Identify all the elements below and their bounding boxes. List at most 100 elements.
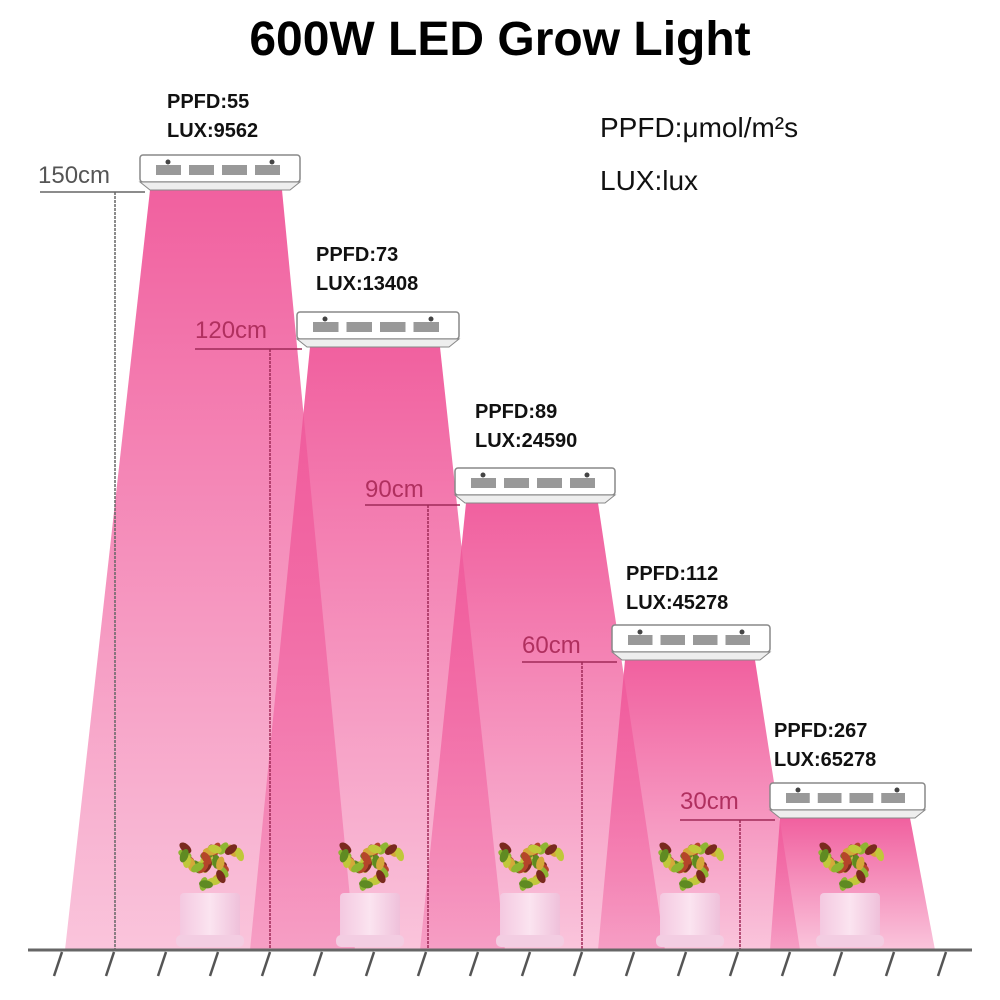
leaf [339, 842, 352, 854]
lamp-readout-30: PPFD:267 LUX:65278 [774, 717, 876, 775]
potted-plant [816, 842, 885, 947]
floor-hatch [416, 951, 428, 977]
led-lamp-60cm [610, 624, 772, 661]
leaf [528, 844, 542, 854]
led-lamp-30cm [768, 782, 927, 819]
pot-saucer [336, 935, 404, 947]
lux-value: LUX:9562 [167, 120, 259, 142]
floor-hatch [728, 951, 740, 977]
leaf [819, 842, 832, 854]
pot [180, 893, 240, 943]
floor-hatch [52, 951, 64, 977]
height-label-150: 150cm [38, 162, 111, 189]
floor-hatch [156, 951, 168, 977]
potted-plant [336, 842, 405, 947]
floor-hatch [364, 951, 376, 977]
lamp-screw [637, 629, 643, 635]
leaf [376, 870, 386, 884]
lamp-screw [480, 472, 486, 478]
leaf [696, 870, 706, 884]
led-module [413, 322, 439, 332]
floor-hatch [676, 951, 688, 977]
leaf [715, 847, 725, 862]
lamp-base [453, 494, 617, 504]
leaf [819, 849, 829, 863]
leaf [199, 880, 213, 889]
pot-saucer [496, 935, 564, 947]
leaf [201, 852, 212, 865]
ppfd-value: PPFD:89 [475, 401, 558, 423]
leaf [659, 849, 669, 863]
leaf [208, 844, 222, 854]
leaf [659, 842, 672, 854]
led-module [313, 322, 339, 332]
leaf [519, 880, 533, 889]
lamp-screw [739, 629, 745, 635]
leaf [688, 844, 702, 854]
lamp-screw [795, 787, 801, 793]
leaf [339, 849, 349, 863]
led-module [156, 165, 181, 175]
leaf [384, 844, 398, 855]
leaf [499, 849, 509, 863]
led-module [255, 165, 280, 175]
led-module [786, 793, 810, 803]
height-label-60: 60cm [522, 632, 581, 659]
leaf [864, 844, 878, 855]
lux-unit-legend: LUX:lux [600, 165, 699, 196]
leaf [179, 842, 192, 854]
leaf [848, 844, 862, 854]
floor-hatch [624, 951, 636, 977]
led-lamp-90cm [453, 467, 617, 504]
leaf [216, 856, 225, 871]
leaf [521, 852, 532, 865]
led-module [817, 793, 842, 803]
leaf [351, 862, 364, 873]
led-module [222, 165, 247, 175]
led-lamp-150cm [138, 154, 302, 191]
lamp-screw [894, 787, 900, 793]
floor-hatch [520, 951, 532, 977]
leaf [216, 870, 226, 884]
pot-saucer [656, 935, 724, 947]
leaf [671, 862, 684, 873]
height-label-30: 30cm [680, 788, 739, 815]
potted-plant [496, 842, 565, 947]
lamp-readout-120: PPFD:73 LUX:13408 [316, 241, 418, 299]
potted-plant [656, 842, 725, 947]
leaf [235, 847, 245, 862]
leaf [361, 852, 372, 865]
floor-hatch [468, 951, 480, 977]
leaf [704, 844, 718, 855]
leaf [359, 880, 373, 889]
pot [340, 893, 400, 943]
lamp-base [138, 181, 302, 191]
floor-hatch [260, 951, 272, 977]
led-module [504, 478, 529, 488]
lamp-screw [269, 159, 275, 165]
lux-value: LUX:45278 [626, 592, 729, 614]
lamp-readout-150: PPFD:55 LUX:9562 [167, 88, 258, 146]
led-module [537, 478, 562, 488]
ppfd-value: PPFD:267 [774, 720, 868, 742]
lamp-screw [165, 159, 171, 165]
lamp-base [768, 809, 927, 819]
led-lamp-120cm [295, 311, 461, 348]
led-module [693, 635, 718, 645]
leaf [555, 847, 565, 862]
pot [820, 893, 880, 943]
leaf [536, 856, 545, 871]
led-module [346, 322, 372, 332]
leaf [679, 880, 693, 889]
led-module [849, 793, 874, 803]
lamp-base [610, 651, 772, 661]
leaf [831, 862, 844, 873]
floor-hatch [312, 951, 324, 977]
pot [660, 893, 720, 943]
leaf [511, 862, 524, 873]
height-label-90: 90cm [365, 476, 424, 503]
leaf [856, 856, 865, 871]
floor-hatch [572, 951, 584, 977]
leaf [839, 880, 853, 889]
